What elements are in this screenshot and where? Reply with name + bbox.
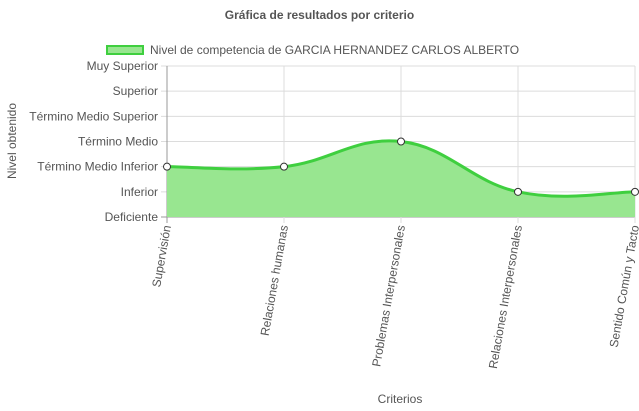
legend[interactable]: Nivel de competencia de GARCIA HERNANDEZ…: [106, 42, 519, 58]
y-tick-label: Término Medio Superior: [29, 109, 158, 123]
x-tick-label: Sentido Común y Tacto: [607, 224, 639, 349]
y-tick-label: Término Medio Inferior: [37, 160, 158, 174]
data-point: [163, 162, 171, 171]
data-point: [397, 137, 405, 146]
x-tick-label: Relaciones humanas: [258, 224, 291, 337]
data-point: [514, 187, 522, 196]
y-tick-label: Inferior: [121, 185, 158, 199]
y-tick-label: Superior: [113, 84, 158, 98]
legend-label: Nivel de competencia de GARCIA HERNANDEZ…: [150, 43, 520, 57]
x-tick-label: Problemas Interpersonales: [369, 224, 408, 368]
x-tick-label: Relaciones Interpersonales: [486, 224, 525, 370]
data-point: [280, 162, 288, 171]
series-area: [167, 140, 635, 217]
y-tick-label: Término Medio: [78, 135, 158, 149]
chart-title: Gráfica de resultados por criterio: [224, 8, 415, 22]
x-axis-title: Criterios: [377, 392, 423, 406]
x-tick-label: Supervisión: [149, 224, 174, 288]
y-tick-label: Muy Superior: [87, 59, 158, 73]
data-point: [631, 187, 639, 196]
y-tick-label: Deficiente: [105, 210, 159, 224]
legend-swatch: [106, 45, 144, 55]
